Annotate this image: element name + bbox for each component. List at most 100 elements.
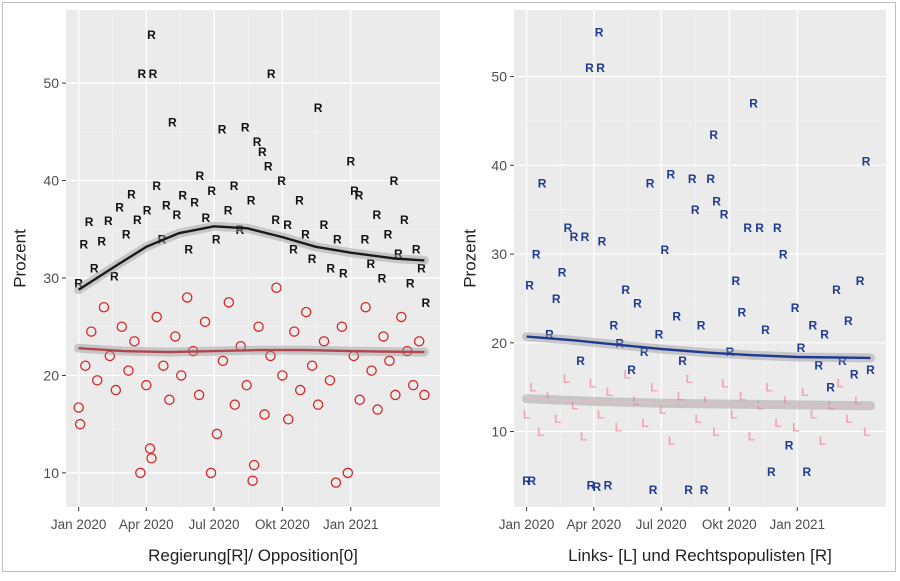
x-tick-label: Jul 2020 <box>636 517 687 532</box>
data-point: R <box>615 336 624 350</box>
data-point: R <box>289 242 298 256</box>
data-point: L <box>792 421 799 435</box>
data-point: R <box>152 179 161 193</box>
data-point: R <box>127 188 136 202</box>
data-point: R <box>339 267 348 281</box>
data-point: R <box>378 271 387 285</box>
data-point: R <box>646 177 655 191</box>
data-point: L <box>703 394 710 408</box>
data-point: L <box>641 416 648 430</box>
y-tick-label: 40 <box>491 157 507 173</box>
data-point <box>390 389 401 401</box>
data-point: R <box>585 61 594 75</box>
data-point: R <box>558 265 567 279</box>
trend-line <box>526 397 871 407</box>
data-point: R <box>661 243 670 257</box>
data-point: R <box>522 474 531 488</box>
data-point: R <box>390 174 399 188</box>
data-point: R <box>684 483 693 497</box>
data-point <box>253 321 264 332</box>
data-point: L <box>863 425 870 439</box>
data-point: R <box>320 218 329 232</box>
y-tick-label: 40 <box>43 173 59 189</box>
data-point: L <box>694 412 701 426</box>
data-point <box>366 365 377 376</box>
data-point <box>241 379 252 391</box>
data-point: R <box>532 248 541 262</box>
data-point: R <box>640 345 649 359</box>
data-point <box>144 443 156 454</box>
data-point: R <box>178 189 187 203</box>
data-point <box>205 467 217 479</box>
data-point <box>354 394 365 406</box>
data-point: R <box>422 296 431 310</box>
data-point: R <box>241 120 250 134</box>
data-point: R <box>655 327 664 341</box>
x-tick-label: Jan 2020 <box>499 517 555 532</box>
data-point: R <box>308 252 317 266</box>
data-point: R <box>862 154 871 168</box>
data-point: L <box>632 394 639 408</box>
series-r: RRRRRRRRRRRRRRRRRRRRRRRRRRRRRRRRRRRRRRRR… <box>74 28 431 310</box>
y-tick-label: 20 <box>491 335 507 351</box>
data-point <box>86 326 97 337</box>
data-point: L <box>686 372 693 386</box>
data-point: L <box>659 403 666 417</box>
data-point <box>396 311 407 323</box>
data-point: L <box>580 430 587 444</box>
data-point <box>223 297 235 308</box>
data-point: R <box>826 381 835 395</box>
data-point: R <box>295 194 304 208</box>
data-point: R <box>838 354 847 368</box>
data-point: L <box>677 390 684 404</box>
data-point <box>342 467 354 479</box>
x-axis-label: Regierung[R]/ Opposition[0] <box>148 546 358 565</box>
x-tick-label: Jul 2020 <box>188 517 239 532</box>
chart-panel-1: RRRRRRRRRRRRRRRRRRRRRRRRRRRRRRRRRRRRRRRR… <box>11 10 440 565</box>
data-point: R <box>326 262 335 276</box>
data-point: L <box>597 407 604 421</box>
data-point <box>129 336 140 347</box>
data-point: L <box>650 381 657 395</box>
data-point <box>80 360 91 371</box>
y-tick-label: 20 <box>43 367 59 383</box>
data-point: R <box>74 276 83 290</box>
chart-panel-2: RRRRRRRRRRRRRRRRRRRRRRRRRRRRRRRRRRRRRRRR… <box>461 10 886 565</box>
data-point: R <box>350 184 359 198</box>
data-point: L <box>589 376 596 390</box>
data-point <box>135 467 146 479</box>
data-point: R <box>162 198 171 212</box>
data-point: R <box>672 310 681 324</box>
data-point: R <box>201 211 210 225</box>
data-point: R <box>755 221 764 235</box>
data-point: R <box>856 274 865 288</box>
data-point: R <box>598 234 607 248</box>
data-point: L <box>810 407 817 421</box>
data-point: R <box>314 101 323 115</box>
data-point <box>300 306 312 318</box>
data-point <box>229 399 241 410</box>
data-point <box>110 384 122 396</box>
data-point: L <box>819 434 826 448</box>
data-point: R <box>264 159 273 173</box>
data-point: R <box>595 26 604 40</box>
trend-line <box>77 225 425 291</box>
y-tick-label: 10 <box>43 465 59 481</box>
data-point: R <box>552 292 561 306</box>
data-point: L <box>730 407 737 421</box>
data-point: R <box>346 155 355 169</box>
data-point: R <box>610 319 619 333</box>
data-point: L <box>774 416 781 430</box>
x-tick-label: Okt 2020 <box>255 517 310 532</box>
data-point: R <box>143 203 152 217</box>
data-point: L <box>554 412 561 426</box>
data-point <box>271 282 282 293</box>
series-o <box>73 282 430 488</box>
data-point: R <box>621 283 630 297</box>
data-point: R <box>678 354 687 368</box>
data-point: R <box>773 221 782 235</box>
data-point: R <box>737 305 746 319</box>
data-point: R <box>80 237 89 251</box>
